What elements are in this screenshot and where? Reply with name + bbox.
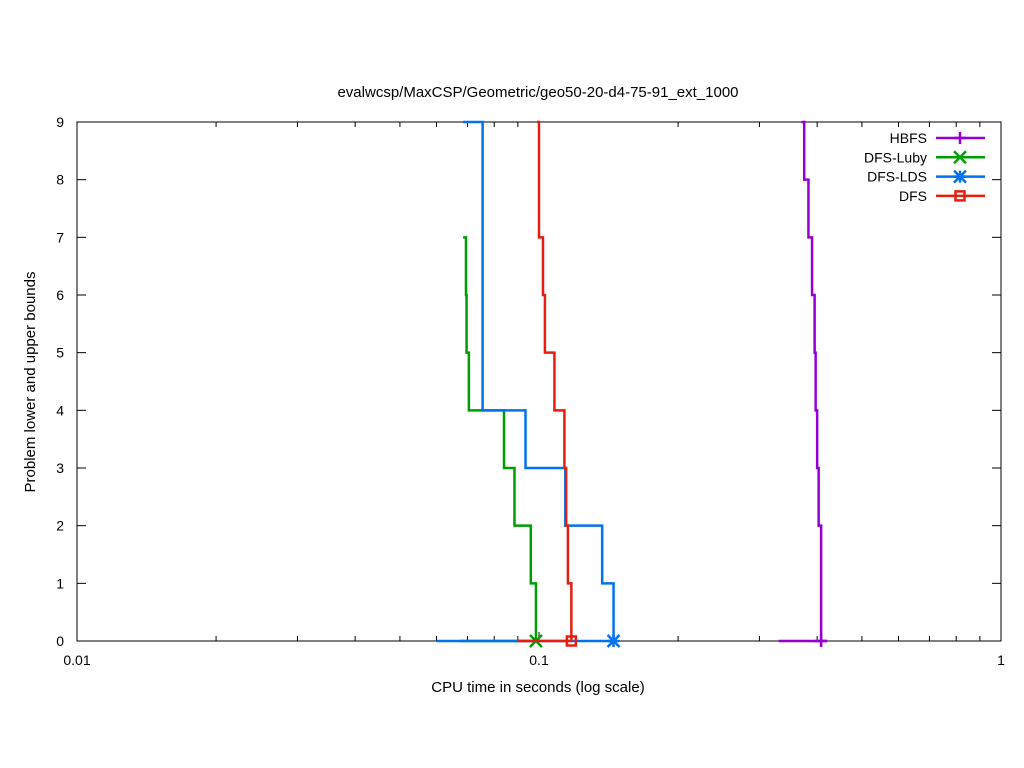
- legend: HBFS DFS-Luby DFS-LDS DFS: [864, 130, 985, 204]
- x-tick-label: 0.01: [63, 652, 90, 668]
- y-tick-label: 0: [56, 633, 64, 649]
- x-tick-label: 0.1: [529, 652, 549, 668]
- y-tick-label: 8: [56, 172, 64, 188]
- y-tick-label: 7: [56, 229, 64, 245]
- legend-item-hbfs: HBFS: [890, 130, 985, 146]
- hbfs-end-marker: [815, 635, 828, 647]
- series-hbfs: [778, 120, 828, 647]
- y-axis-label: Problem lower and upper bounds: [22, 272, 39, 493]
- y-axis-ticks: 0 1 2 3 4 5 6 7 8 9: [56, 114, 1001, 649]
- dfs-upper-bound-line: [536, 120, 573, 641]
- legend-label: DFS-Luby: [864, 149, 927, 165]
- y-tick-label: 4: [56, 402, 64, 418]
- y-tick-label: 6: [56, 287, 64, 303]
- legend-marker: [953, 169, 967, 184]
- legend-item-dfs-luby: DFS-Luby: [864, 149, 985, 165]
- legend-marker: [953, 150, 967, 165]
- legend-label: HBFS: [890, 130, 927, 146]
- y-tick-label: 5: [56, 345, 64, 361]
- y-tick-label: 9: [56, 114, 64, 130]
- x-tick-label: 1: [997, 652, 1005, 668]
- series-dfs: [517, 120, 578, 647]
- legend-label: DFS: [899, 188, 927, 204]
- series-dfs-lds: [436, 120, 621, 648]
- chart-title: evalwcsp/MaxCSP/Geometric/geo50-20-d4-75…: [337, 84, 738, 101]
- series-lines: [436, 120, 828, 648]
- legend-item-dfs: DFS: [899, 188, 985, 204]
- legend-marker: [954, 132, 966, 144]
- x-axis-ticks: 0.01 0.1 1: [63, 122, 1005, 668]
- legend-item-dfs-lds: DFS-LDS: [867, 169, 985, 185]
- x-axis-label: CPU time in seconds (log scale): [431, 679, 644, 696]
- y-tick-label: 3: [56, 460, 64, 476]
- hbfs-upper-bound-line: [801, 120, 823, 641]
- dfs-lds-end-marker: [606, 634, 621, 648]
- legend-label: DFS-LDS: [867, 169, 927, 185]
- legend-marker: [954, 190, 966, 202]
- dfs-end-marker: [565, 635, 578, 647]
- series-dfs-luby: [460, 236, 543, 648]
- y-tick-label: 2: [56, 518, 64, 534]
- y-tick-label: 1: [56, 575, 64, 591]
